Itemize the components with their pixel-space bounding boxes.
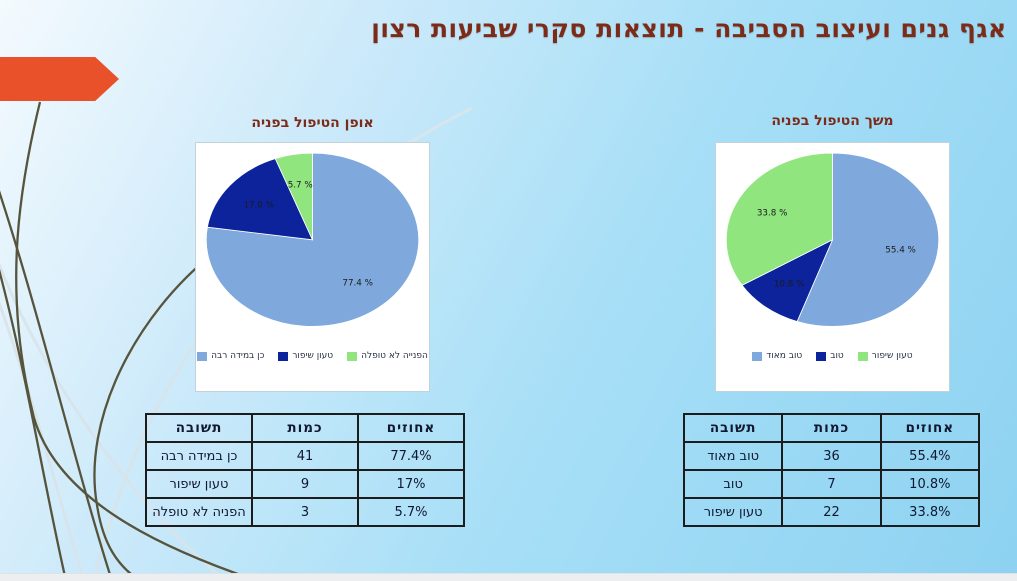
pie-slice-label: 55.4 % (885, 245, 916, 255)
table-cell: 17% (357, 469, 465, 499)
table-cell: טוב (682, 469, 784, 499)
table-cell: 7 (781, 469, 882, 499)
accent-arrow-shape (0, 57, 119, 101)
legend-item: טוב (816, 351, 844, 361)
legend-label: טעון שיפור (292, 351, 334, 361)
table-row: טעון שיפור 9 17% (145, 469, 465, 499)
legend-swatch (816, 351, 827, 361)
pie-chart-right: 55.4 % 10.8 % 33.8 % (725, 152, 940, 327)
table-header-cell: תשובה (145, 413, 253, 443)
chart-legend-left: כן במידה רבה טעון שיפור הפנייה לא טופלה (197, 351, 428, 361)
table-cell: 33.8% (879, 497, 981, 527)
legend-label: כן במידה רבה (211, 351, 265, 361)
table-cell: 55.4% (879, 441, 981, 471)
legend-item: טעון שיפור (857, 351, 913, 361)
pie-slice (205, 152, 420, 327)
legend-label: טוב מאוד (766, 351, 803, 361)
table-cell: 10.8% (879, 469, 981, 499)
table-cell: הפניה לא טופלה (145, 497, 253, 527)
table-header-cell: כמות (781, 413, 882, 443)
pie-slice-label: 17.0 % (243, 200, 274, 210)
legend-label: הפנייה לא טופלה (361, 351, 428, 361)
pie-slice-label: 33.8 % (757, 208, 788, 218)
table-cell: טעון שיפור (682, 497, 784, 527)
chart-panel-right: 55.4 % 10.8 % 33.8 % טוב מאוד טוב טעון שיפור (715, 142, 950, 392)
pie-slice (274, 152, 313, 240)
table-cell: 22 (781, 497, 882, 527)
table-row: טוב 7 10.8% (682, 469, 981, 499)
table-row: כן במידה רבה 41 77.4% (145, 441, 465, 471)
table-cell: כן במידה רבה (145, 441, 253, 471)
legend-swatch (278, 351, 289, 361)
pie-slice (741, 238, 834, 322)
legend-label: טעון שיפור (871, 351, 913, 361)
table-cell: 5.7% (357, 497, 465, 527)
table-cell: 77.4% (357, 441, 465, 471)
table-cell: 9 (251, 469, 359, 499)
table-cell: 36 (781, 441, 882, 471)
legend-swatch (752, 351, 763, 361)
table-row: טעון שיפור 22 33.8% (682, 497, 981, 527)
table-header-cell: כמות (251, 413, 359, 443)
slide-title: אגף גנים ועיצוב הסביבה - תוצאות סקרי שבי… (371, 14, 1007, 43)
legend-label: טוב (830, 351, 844, 361)
table-header-cell: תשובה (682, 413, 784, 443)
results-table-left: תשובה כמות אחוזים כן במידה רבה 41 77.4% טעון ש… (145, 413, 465, 527)
table-cell: טעון שיפור (145, 469, 253, 499)
table-header-cell: אחוזים (357, 413, 465, 443)
legend-swatch (347, 351, 358, 361)
legend-item: כן במידה רבה (197, 351, 264, 361)
pie-chart-left: 77.4 % 17.0 % 5.7 % (205, 152, 420, 327)
legend-swatch (857, 351, 868, 361)
legend-item: טעון שיפור (278, 351, 333, 361)
bottom-strip (0, 573, 1017, 581)
chart-title-right: משך הטיפול בפניה (771, 113, 894, 129)
table-cell: 41 (251, 441, 359, 471)
table-row: טוב מאוד 36 55.4% (682, 441, 981, 471)
pie-slice (206, 158, 314, 241)
results-table-right: תשובה כמות אחוזים טוב מאוד 36 55.4% טוב 7 10.8% ט… (682, 413, 981, 527)
chart-legend-right: טוב מאוד טוב טעון שיפור (752, 351, 913, 361)
table-row: הפניה לא טופלה 3 5.7% (145, 497, 465, 527)
legend-item: טוב מאוד (752, 351, 802, 361)
pie-slice-label: 10.8 % (774, 280, 805, 290)
table-header-cell: אחוזים (879, 413, 981, 443)
table-cell: טוב מאוד (682, 441, 784, 471)
pie-slice (725, 152, 833, 286)
table-cell: 3 (251, 497, 359, 527)
pie-slice-label: 77.4 % (342, 278, 373, 288)
pie-slice-label: 5.7 % (288, 180, 313, 190)
legend-item: הפנייה לא טופלה (347, 351, 428, 361)
chart-title-left: אופן הטיפול בפניה (251, 115, 374, 131)
chart-panel-left: 77.4 % 17.0 % 5.7 % כן במידה רבה טעון שיפור… (195, 142, 430, 392)
legend-swatch (197, 351, 208, 361)
